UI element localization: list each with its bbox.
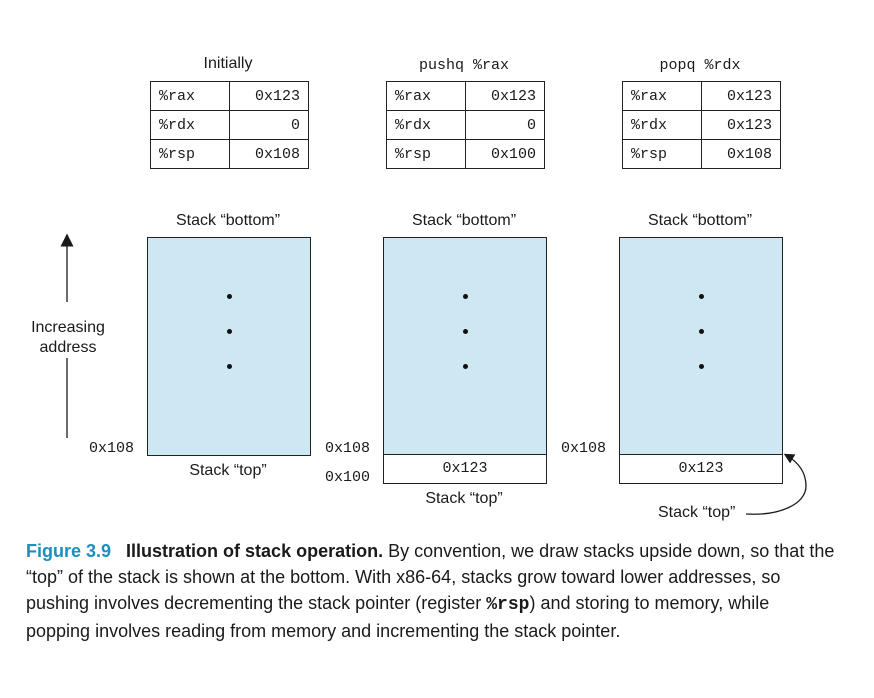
stack-top-label: Stack “top” <box>658 504 736 521</box>
ellipsis-dot <box>463 329 468 334</box>
register-row: %rdx 0 <box>386 110 545 140</box>
address-label-0x100: 0x100 <box>325 469 371 486</box>
stack-memory-pushq <box>383 237 547 456</box>
register-value: 0x108 <box>229 139 309 169</box>
figure-caption: Figure 3.9 Illustration of stack operati… <box>26 538 838 644</box>
ellipsis-dot <box>227 364 232 369</box>
stack-top-label: Stack “top” <box>425 490 503 507</box>
register-row: %rsp 0x108 <box>150 139 309 169</box>
register-table-popq: %rax 0x123 %rdx 0x123 %rsp 0x108 <box>622 81 781 169</box>
register-value: 0 <box>229 110 309 140</box>
axis-label-line: Increasing <box>31 319 105 336</box>
stack-top-cell: 0x123 <box>383 454 547 484</box>
stack-top-pointer-arrow <box>745 453 807 515</box>
register-table-initially: %rax 0x123 %rdx 0 %rsp 0x108 <box>150 81 309 169</box>
stack-popped-cell: 0x123 <box>619 454 783 484</box>
stack-bottom-label: Stack “bottom” <box>647 212 753 229</box>
register-value: 0 <box>465 110 545 140</box>
register-name: %rdx <box>386 110 466 140</box>
column-title-pushq: pushq %rax <box>418 57 509 74</box>
ellipsis-dot <box>699 294 704 299</box>
caption-text: ) and storing to memory, while popping i… <box>26 593 770 641</box>
register-name: %rax <box>622 81 702 111</box>
figure-title: Illustration of stack operation. <box>126 541 384 561</box>
axis-label: Increasing address <box>18 318 118 358</box>
register-row: %rsp 0x108 <box>622 139 781 169</box>
register-name: %rsp <box>386 139 466 169</box>
stack-bottom-label: Stack “bottom” <box>175 212 281 229</box>
ellipsis-dot <box>463 294 468 299</box>
figure-number: Figure 3.9 <box>26 541 112 561</box>
ellipsis-dot <box>699 364 704 369</box>
register-row: %rax 0x123 <box>622 81 781 111</box>
register-row: %rax 0x123 <box>386 81 545 111</box>
register-row: %rdx 0x123 <box>622 110 781 140</box>
ellipsis-dot <box>227 329 232 334</box>
caption-register: %rsp <box>486 595 530 615</box>
register-row: %rsp 0x100 <box>386 139 545 169</box>
ellipsis-dot <box>699 329 704 334</box>
stack-top-label: Stack “top” <box>189 462 267 479</box>
column-title-initially: Initially <box>203 55 253 72</box>
register-value: 0x123 <box>465 81 545 111</box>
ellipsis-dot <box>227 294 232 299</box>
stack-bottom-label: Stack “bottom” <box>411 212 517 229</box>
increasing-address-arrow <box>60 233 74 438</box>
register-name: %rsp <box>150 139 230 169</box>
stack-memory-initially <box>147 237 311 456</box>
register-value: 0x108 <box>701 139 781 169</box>
address-label-0x108: 0x108 <box>325 440 371 457</box>
register-name: %rdx <box>622 110 702 140</box>
register-row: %rdx 0 <box>150 110 309 140</box>
stack-memory-popq <box>619 237 783 456</box>
register-value: 0x123 <box>229 81 309 111</box>
register-row: %rax 0x123 <box>150 81 309 111</box>
register-name: %rax <box>150 81 230 111</box>
address-label-0x108: 0x108 <box>561 440 607 457</box>
register-name: %rax <box>386 81 466 111</box>
register-table-pushq: %rax 0x123 %rdx 0 %rsp 0x100 <box>386 81 545 169</box>
register-value: 0x100 <box>465 139 545 169</box>
ellipsis-dot <box>463 364 468 369</box>
address-label-0x108: 0x108 <box>89 440 135 457</box>
column-title-popq: popq %rdx <box>659 57 741 74</box>
register-value: 0x123 <box>701 81 781 111</box>
register-name: %rsp <box>622 139 702 169</box>
axis-label-line: address <box>39 339 97 356</box>
caption-text: By convention, we draw stacks upside dow… <box>26 541 835 613</box>
register-value: 0x123 <box>701 110 781 140</box>
register-name: %rdx <box>150 110 230 140</box>
